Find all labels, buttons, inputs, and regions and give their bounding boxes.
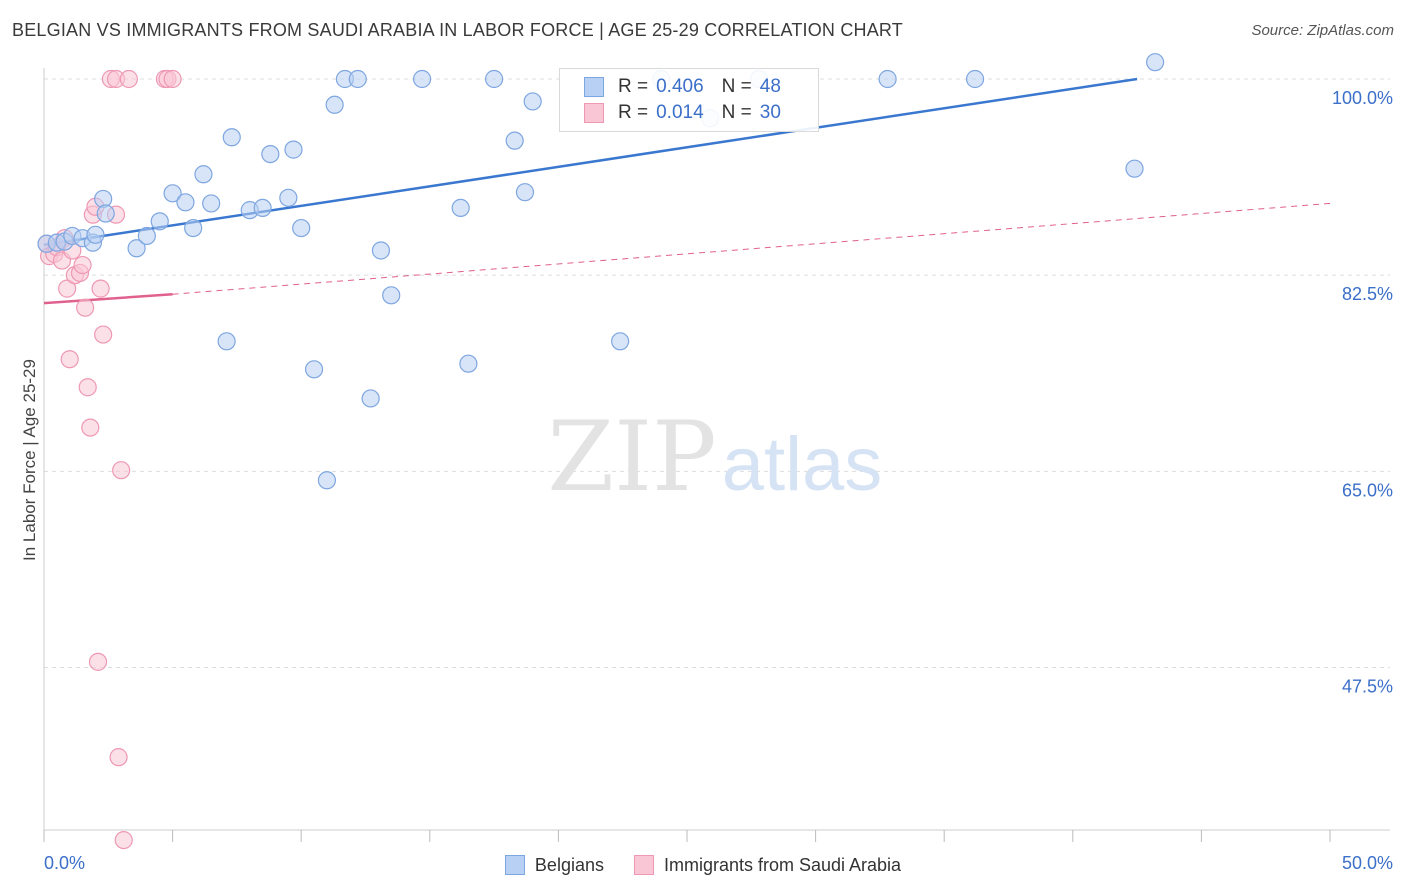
saudi-n-value: 30 xyxy=(759,102,781,123)
saudi-point xyxy=(114,830,133,850)
belgians-point xyxy=(150,212,169,231)
saudi-point xyxy=(112,461,131,480)
x-tick-label: 0.0% xyxy=(44,853,85,873)
belgians-point xyxy=(1146,53,1165,72)
belgians-point xyxy=(261,145,280,164)
saudi-trend-extension xyxy=(172,202,1331,295)
saudi-point xyxy=(94,325,113,344)
belgians-point xyxy=(371,241,391,260)
belgians-point xyxy=(284,140,303,159)
stats-legend: R = 0.406 N = 48 R = 0.014 N = 30 xyxy=(559,68,819,132)
source-label: Source: ZipAtlas.com xyxy=(1251,22,1394,39)
saudi-r-value: 0.014 xyxy=(656,102,704,123)
belgians-point xyxy=(292,218,311,238)
saudi-n-label: N = xyxy=(721,102,752,123)
belgians-point xyxy=(878,69,897,89)
belgians-point xyxy=(515,183,535,202)
belgians-point xyxy=(523,92,542,111)
belgians-point xyxy=(348,69,367,89)
saudi-point xyxy=(78,378,97,397)
saudi-legend-label: Immigrants from Saudi Arabia xyxy=(663,854,902,875)
belgians-point xyxy=(202,194,221,213)
watermark-atlas: atlas xyxy=(722,422,883,507)
belgians-point xyxy=(611,332,630,351)
grid-lines xyxy=(44,78,1390,668)
saudi-r-label: R = xyxy=(618,102,649,123)
belgians-point xyxy=(222,128,241,147)
belgians-point xyxy=(253,198,272,218)
legend-item-saudi[interactable]: Immigrants from Saudi Arabia xyxy=(633,854,902,876)
belgians-point xyxy=(184,218,203,238)
belgians-point xyxy=(96,204,115,223)
belgians-point xyxy=(412,69,432,89)
saudi-point xyxy=(81,418,100,437)
series-legend: Belgians Immigrants from Saudi Arabia xyxy=(0,852,1406,878)
belgians-n-value: 48 xyxy=(759,76,781,97)
saudi-swatch xyxy=(584,103,604,123)
belgians-point xyxy=(317,471,337,490)
x-tick-label: 50.0% xyxy=(1342,853,1393,873)
belgians-point xyxy=(451,198,470,218)
belgians-legend-label: Belgians xyxy=(534,854,604,875)
belgians-point xyxy=(163,184,182,203)
belgians-point xyxy=(176,193,195,212)
tick-labels: 100.0% 82.5% 65.0% 47.5% 0.0% 50.0% xyxy=(44,88,1393,873)
saudi-point xyxy=(91,279,110,298)
y-tick-label: 100.0% xyxy=(1332,88,1393,108)
belgians-point xyxy=(137,226,156,246)
belgians-point xyxy=(325,95,344,114)
y-tick-label: 82.5% xyxy=(1342,284,1393,304)
legend-item-belgians[interactable]: Belgians xyxy=(504,854,604,876)
saudi-legend-swatch xyxy=(633,855,654,875)
saudi-point xyxy=(60,350,79,369)
belgians-point xyxy=(485,69,504,89)
belgians-trend-line xyxy=(43,77,1138,247)
saudi-point xyxy=(109,748,128,767)
belgians-r-value: 0.406 xyxy=(656,76,704,97)
saudi-trend-line xyxy=(43,292,173,305)
watermark: ZIP atlas xyxy=(547,401,882,513)
belgians-point xyxy=(361,389,380,408)
data-points xyxy=(37,53,1165,850)
belgians-point xyxy=(459,354,478,373)
belgians-n-label: N = xyxy=(721,76,752,97)
chart-title: BELGIAN VS IMMIGRANTS FROM SAUDI ARABIA … xyxy=(12,20,903,40)
belgians-point xyxy=(217,332,236,351)
saudi-point xyxy=(88,652,108,671)
belgians-point xyxy=(279,188,298,207)
belgians-point xyxy=(1125,159,1144,178)
saudi-point xyxy=(58,279,77,298)
legend-row-saudi: R = 0.014 N = 30 xyxy=(584,100,781,126)
saudi-point xyxy=(76,298,95,317)
belgians-point xyxy=(505,131,524,150)
trend-lines xyxy=(43,77,1331,305)
legend-row-belgians: R = 0.406 N = 48 xyxy=(584,74,781,100)
belgians-legend-swatch xyxy=(504,855,525,875)
y-tick-label: 47.5% xyxy=(1342,676,1393,696)
belgians-point xyxy=(965,69,985,89)
belgians-point xyxy=(382,286,401,305)
saudi-point xyxy=(73,255,92,275)
y-tick-label: 65.0% xyxy=(1342,480,1393,500)
saudi-point xyxy=(163,69,182,89)
belgians-r-label: R = xyxy=(618,76,649,97)
y-axis-title: In Labor Force | Age 25-29 xyxy=(20,359,39,561)
belgians-point xyxy=(127,239,146,258)
belgians-point xyxy=(86,225,105,244)
belgians-point xyxy=(304,360,324,379)
belgians-swatch xyxy=(584,77,604,97)
saudi-point xyxy=(119,69,138,89)
belgians-point xyxy=(194,165,213,184)
axes xyxy=(43,68,1390,842)
watermark-zip: ZIP xyxy=(547,401,716,513)
